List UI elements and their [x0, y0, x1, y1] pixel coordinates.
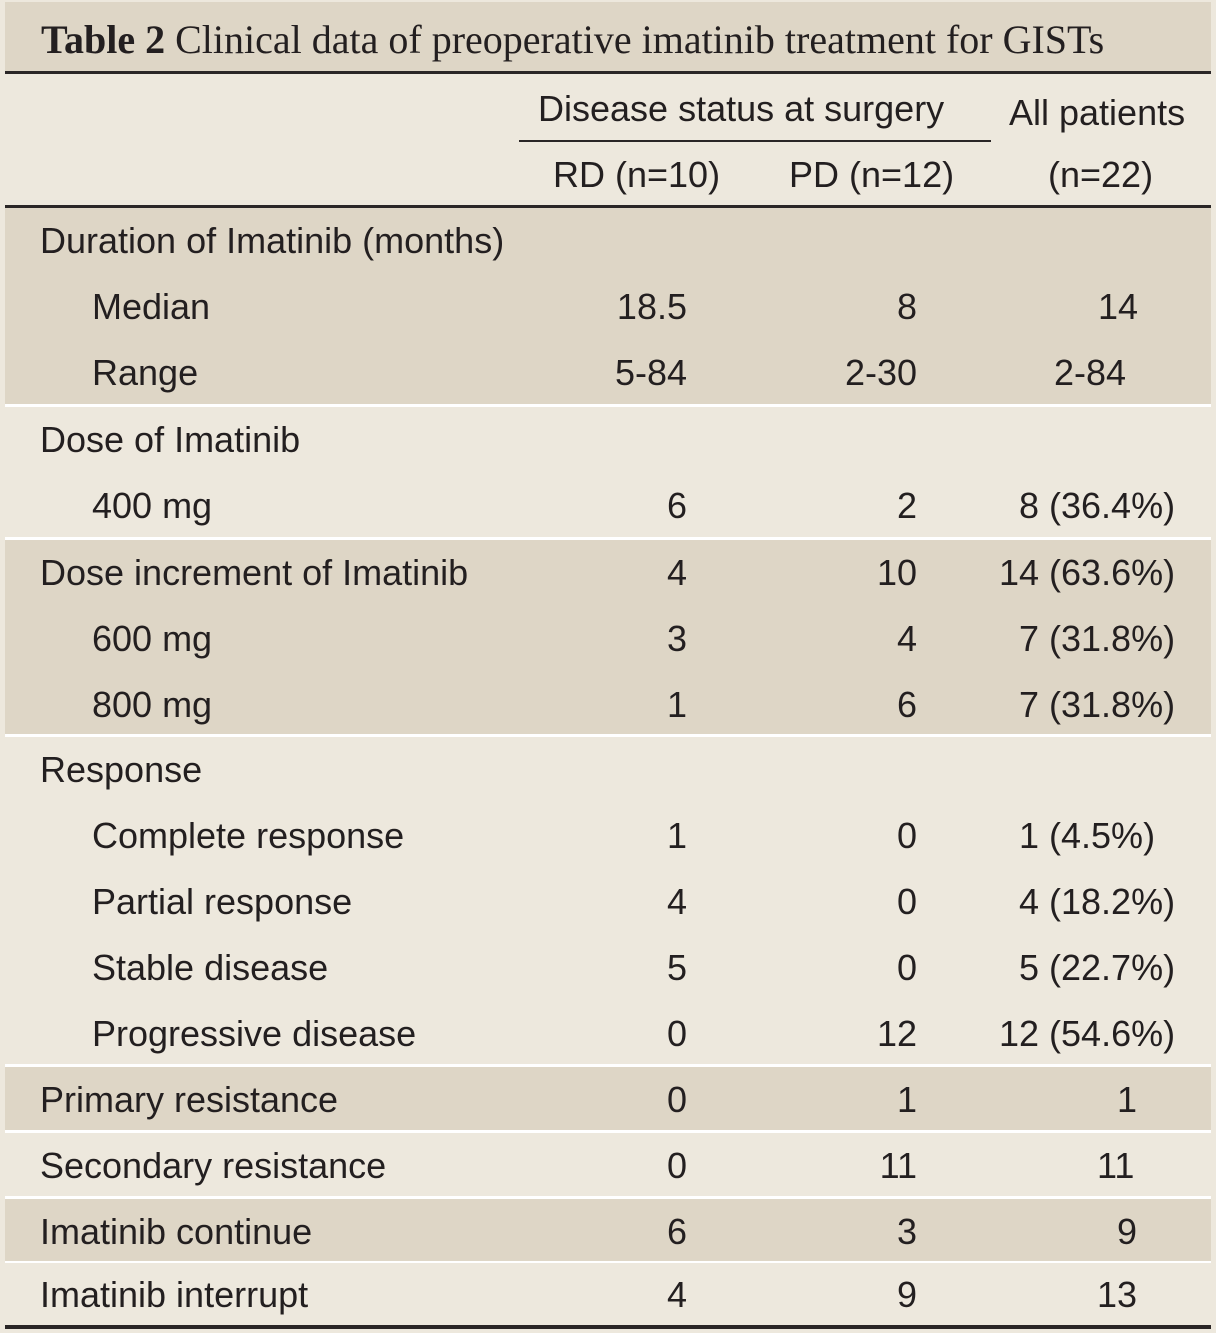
group-separator [5, 537, 1211, 540]
row-label: Response [40, 749, 203, 790]
cell-rd: 1 [666, 684, 687, 725]
group-separator [5, 404, 1211, 407]
cell-all: 7 (31.8%) [1019, 618, 1176, 659]
row-label: Duration of Imatinib (months) [40, 220, 505, 261]
cell-pd: 0 [896, 947, 917, 988]
cell-pd: 6 [896, 684, 917, 725]
row-label: Stable disease [92, 947, 329, 988]
col-header-all-n: (n=22) [1048, 154, 1154, 195]
cell-pd: 1 [896, 1079, 917, 1120]
table-row: 400 mg 6 2 8 (36.4%) [5, 473, 1211, 539]
group-separator [5, 1196, 1211, 1199]
table-row: Imatinib continue 6 3 9 [5, 1199, 1211, 1265]
cell-rd: 4 [666, 881, 687, 922]
cell-rd: 5-84 [614, 352, 687, 393]
cell-rd: 0 [666, 1079, 687, 1120]
table-header: Disease status at surgery RD (n=10) PD (… [5, 74, 1211, 208]
cell-all: 5 (22.7%) [1019, 947, 1176, 988]
table-caption: Clinical data of preoperative imatinib t… [175, 17, 1105, 62]
cell-rd: 5 [666, 947, 687, 988]
cell-pd: 10 [876, 552, 917, 593]
row-label: Imatinib interrupt [40, 1274, 309, 1315]
table-bottom-rule [5, 1325, 1211, 1329]
cell-rd: 4 [666, 1274, 687, 1315]
row-label: Secondary resistance [40, 1145, 387, 1186]
cell-all: 1 (4.5%) [1019, 815, 1156, 856]
cell-all: 4 (18.2%) [1019, 881, 1176, 922]
row-label: Range [92, 352, 199, 393]
cell-pd: 3 [896, 1211, 917, 1252]
cell-all: 7 (31.8%) [1019, 684, 1176, 725]
table-row: Median 18.5 8 14 [5, 274, 1211, 340]
table-title-bar: Table 2 Clinical data of preoperative im… [5, 2, 1211, 74]
cell-all: 12 (54.6%) [999, 1013, 1176, 1054]
group-header: Disease status at surgery [538, 88, 945, 129]
col-header-all: All patients [1009, 92, 1186, 133]
row-label: Dose of Imatinib [40, 419, 301, 460]
group-separator [5, 734, 1211, 737]
table-row: 600 mg 3 4 7 (31.8%) [5, 606, 1211, 672]
cell-pd: 12 [876, 1013, 917, 1054]
table-title: Table 2 Clinical data of preoperative im… [41, 16, 1104, 63]
cell-pd: 2 [896, 485, 917, 526]
cell-rd: 6 [666, 485, 687, 526]
cell-pd: 2-30 [844, 352, 917, 393]
row-label: 800 mg [92, 684, 213, 725]
cell-rd: 0 [666, 1013, 687, 1054]
col-header-rd: RD (n=10) [553, 154, 721, 195]
row-label: Primary resistance [40, 1079, 339, 1120]
group-header-rule [519, 140, 991, 142]
col-header-pd: PD (n=12) [789, 154, 955, 195]
table-row: 800 mg 1 6 7 (31.8%) [5, 672, 1211, 738]
cell-all: 1 [1117, 1079, 1138, 1120]
cell-pd: 0 [896, 815, 917, 856]
group-separator [5, 1130, 1211, 1133]
cell-rd: 3 [666, 618, 687, 659]
table-row: Primary resistance 0 1 1 [5, 1067, 1211, 1133]
cell-pd: 9 [896, 1274, 917, 1315]
row-label: 400 mg [92, 485, 213, 526]
cell-pd: 0 [896, 881, 917, 922]
table-row: Range 5-84 2-30 2-84 [5, 340, 1211, 406]
row-label: Complete response [92, 815, 405, 856]
table-row: Duration of Imatinib (months) [5, 208, 1211, 274]
row-label: 600 mg [92, 618, 213, 659]
cell-rd: 4 [666, 552, 687, 593]
table-row: Response [5, 737, 1211, 803]
table-row: Partial response 4 0 4 (18.2%) [5, 869, 1211, 935]
cell-pd: 8 [896, 286, 917, 327]
table-row: Imatinib interrupt 4 9 13 [5, 1263, 1211, 1325]
row-label: Partial response [92, 881, 353, 922]
cell-rd: 18.5 [616, 286, 687, 327]
cell-all: 14 (63.6%) [999, 552, 1176, 593]
table-row: Progressive disease 0 12 12 (54.6%) [5, 1001, 1211, 1067]
table-row: Dose increment of Imatinib 4 10 14 (63.6… [5, 540, 1211, 606]
cell-all: 11 [1097, 1145, 1135, 1186]
row-label: Dose increment of Imatinib [40, 552, 469, 593]
cell-rd: 1 [666, 815, 687, 856]
table-row: Dose of Imatinib [5, 407, 1211, 473]
table-row: Complete response 1 0 1 (4.5%) [5, 803, 1211, 869]
row-label: Progressive disease [92, 1013, 417, 1054]
cell-pd: 11 [879, 1145, 917, 1186]
table-label: Table 2 [41, 17, 166, 62]
cell-all: 13 [1097, 1274, 1138, 1315]
cell-all: 14 [1098, 286, 1139, 327]
cell-all: 9 [1117, 1211, 1138, 1252]
cell-pd: 4 [896, 618, 917, 659]
cell-all: 8 (36.4%) [1019, 485, 1176, 526]
cell-rd: 0 [666, 1145, 687, 1186]
group-separator [5, 1064, 1211, 1067]
cell-rd: 6 [666, 1211, 687, 1252]
cell-all: 2-84 [1054, 352, 1127, 393]
row-label: Median [92, 286, 211, 327]
row-label: Imatinib continue [40, 1211, 313, 1252]
group-separator [5, 1261, 1211, 1264]
table-row: Stable disease 5 0 5 (22.7%) [5, 935, 1211, 1001]
table-row: Secondary resistance 0 11 11 [5, 1133, 1211, 1199]
